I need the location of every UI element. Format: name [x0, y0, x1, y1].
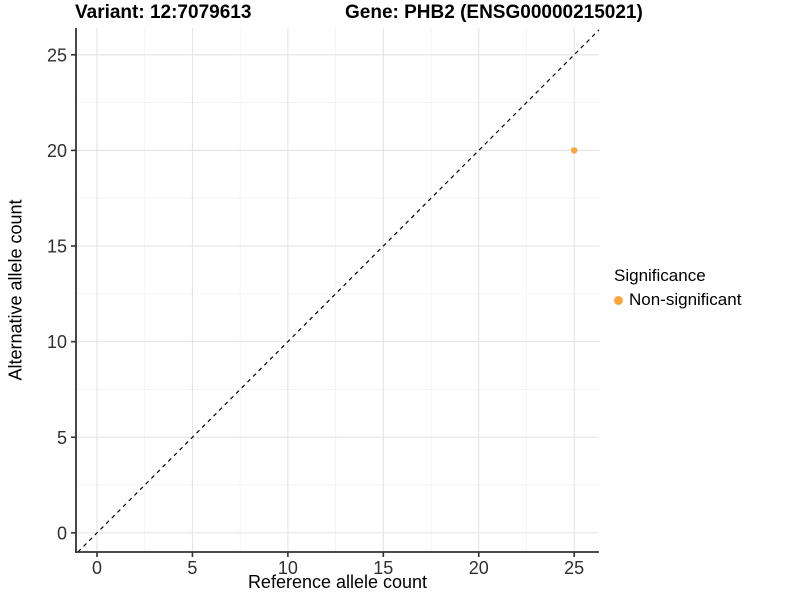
- legend-title: Significance: [614, 266, 706, 285]
- y-tick-label: 15: [47, 237, 67, 257]
- gene-title: Gene: PHB2 (ENSG00000215021): [345, 2, 643, 23]
- legend-item-non-significant: Non-significant: [614, 290, 741, 310]
- x-tick-label: 5: [187, 558, 197, 578]
- x-tick-label: 20: [469, 558, 489, 578]
- x-tick-label: 10: [278, 558, 298, 578]
- legend: Significance Non-significant: [614, 266, 741, 310]
- y-tick-label: 20: [47, 141, 67, 161]
- identity-dashed-line: [77, 29, 600, 553]
- legend-point-icon: [614, 295, 623, 305]
- x-axis-label: Reference allele count: [247, 572, 428, 592]
- y-tick-label: 0: [57, 523, 67, 543]
- y-tick-label: 5: [57, 428, 67, 448]
- y-tick-label: 25: [47, 45, 67, 65]
- x-tick-label: 25: [564, 558, 584, 578]
- data-point: [570, 147, 578, 154]
- variant-title: Variant: 12:7079613: [75, 2, 252, 23]
- x-tick-label: 15: [373, 558, 393, 578]
- y-tick-label: 10: [47, 332, 67, 352]
- legend-item-label: Non-significant: [629, 290, 742, 309]
- x-tick-label: 0: [92, 558, 102, 578]
- y-axis-label: Alternative allele count: [5, 199, 26, 381]
